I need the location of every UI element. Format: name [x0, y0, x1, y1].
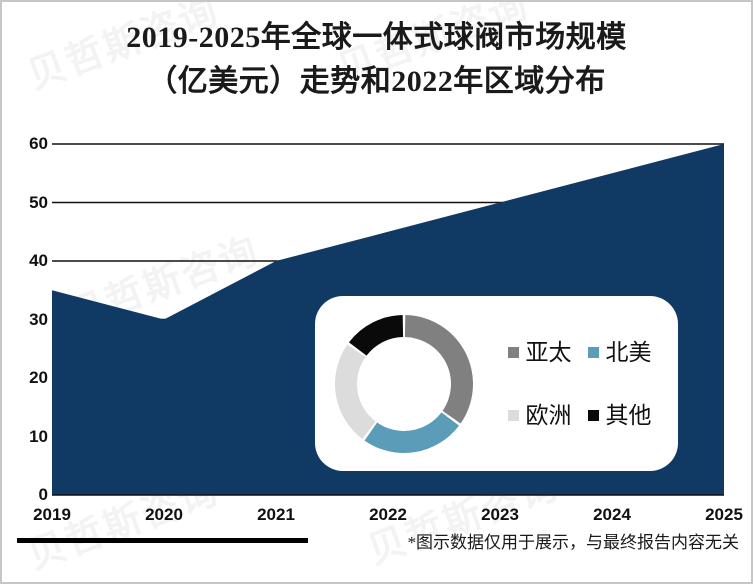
- legend-item-label: 亚太: [525, 339, 572, 365]
- x-axis-tick-label: 2022: [369, 505, 407, 524]
- legend-item[interactable]: 欧洲: [507, 402, 572, 428]
- legend-item-label: 其他: [605, 402, 652, 428]
- x-axis-tick-label: 2020: [145, 505, 183, 524]
- legend-item-label: 欧洲: [525, 402, 572, 428]
- y-axis-tick-label: 40: [29, 251, 48, 270]
- legend-swatch-icon: [507, 346, 519, 358]
- region-distribution-card: 亚太 北美欧洲 其他: [315, 296, 678, 471]
- chart-title-line-2: （亿美元）走势和2022年区域分布: [147, 64, 606, 98]
- footer-note: *图示数据仅用于展示，与最终报告内容无关: [407, 533, 740, 552]
- donut-legend: 亚太 北美欧洲 其他: [479, 341, 678, 427]
- y-axis-tick-label: 0: [38, 485, 48, 504]
- x-axis-tick-label: 2025: [705, 505, 743, 524]
- donut-chart-svg: [335, 314, 473, 453]
- chart-title: 2019-2025年全球一体式球阀市场规模 （亿美元）走势和2022年区域分布: [2, 16, 751, 103]
- x-axis-tick-label: 2019: [33, 505, 71, 524]
- y-axis-tick-label: 60: [29, 134, 48, 153]
- donut-slice[interactable]: [335, 344, 376, 439]
- footer-divider: [17, 538, 308, 543]
- legend-item[interactable]: 其他: [587, 402, 652, 428]
- y-axis-tick-label: 50: [29, 192, 48, 212]
- legend-swatch-icon: [587, 409, 599, 421]
- x-axis-tick-label: 2024: [593, 505, 631, 524]
- legend-item-label: 北美: [605, 339, 652, 365]
- x-axis-tick-label: 2021: [257, 505, 295, 524]
- donut-slice[interactable]: [348, 314, 404, 356]
- legend-swatch-icon: [507, 409, 519, 421]
- y-axis-tick-label: 30: [29, 309, 48, 329]
- footer: *图示数据仅用于展示，与最终报告内容无关: [2, 520, 751, 582]
- x-axis: 2019 2020 2021 2022 2023 2024 2025: [2, 505, 751, 531]
- donut-slice[interactable]: [404, 314, 473, 423]
- legend-item[interactable]: 北美: [587, 339, 652, 365]
- y-axis: 0 10 20 30 40 50 60: [2, 2, 48, 582]
- donut-slice[interactable]: [364, 411, 460, 453]
- legend-swatch-icon: [587, 346, 599, 358]
- chart-title-line-1: 2019-2025年全球一体式球阀市场规模: [126, 21, 627, 54]
- x-axis-tick-label: 2023: [481, 505, 519, 524]
- donut-chart: [329, 309, 479, 459]
- y-axis-tick-label: 10: [29, 426, 48, 446]
- y-axis-tick-label: 20: [29, 368, 48, 387]
- legend-item[interactable]: 亚太: [507, 339, 572, 365]
